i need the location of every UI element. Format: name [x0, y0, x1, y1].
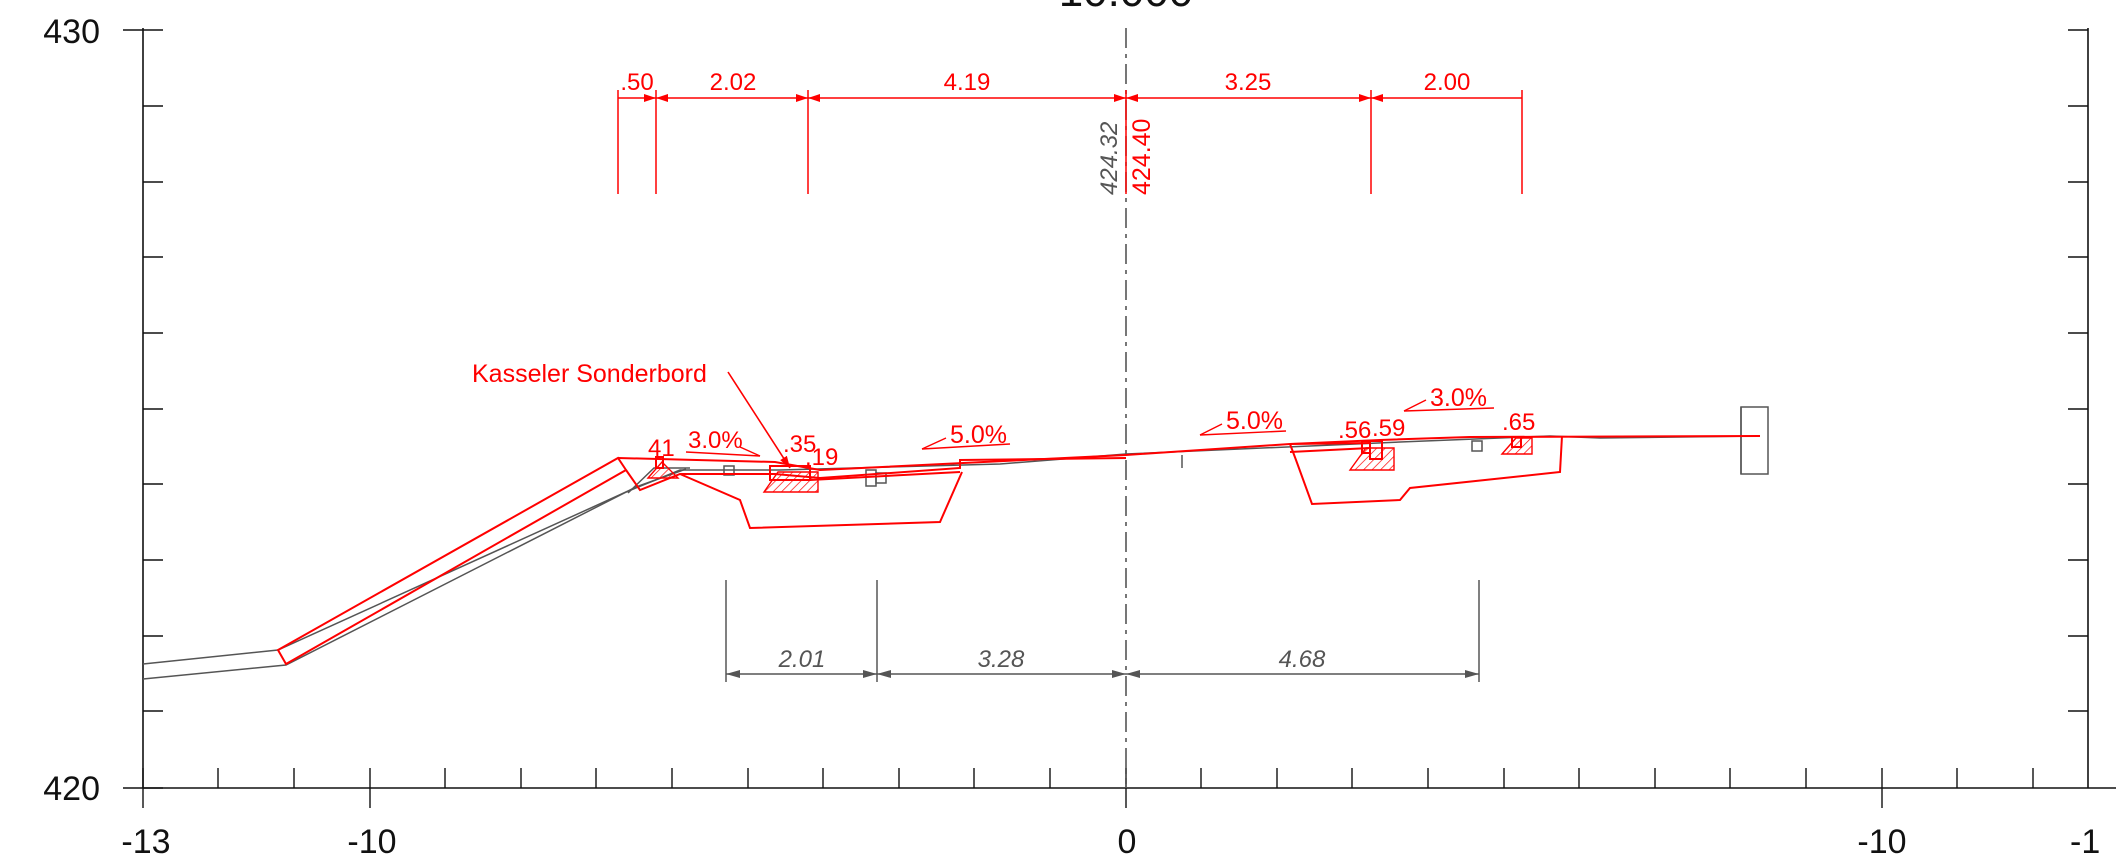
hatched-curbs	[646, 437, 1533, 493]
dim-label-4-19: 4.19	[944, 69, 991, 96]
callout-label: Kasseler Sonderbord	[472, 360, 707, 388]
label-41: 41	[648, 435, 675, 462]
dim-label-2-00: 2.00	[1424, 69, 1471, 96]
callout-leader	[727, 371, 791, 469]
right-slope-underline	[1403, 407, 1495, 412]
slope-left-arrow	[921, 437, 947, 450]
x-label-0: 0	[1118, 823, 1137, 859]
slope-right-arrow	[1199, 423, 1223, 436]
left-slope-arrow	[739, 446, 761, 457]
bottom-axis-ticks	[142, 768, 2034, 808]
dim-label-2-02: 2.02	[710, 69, 757, 96]
existing-dim-2-01: 2.01	[778, 646, 826, 673]
right-axis-ticks	[2068, 29, 2088, 712]
existing-dim-3-28: 3.28	[978, 646, 1025, 673]
elevation-existing: 424.32	[1096, 122, 1123, 195]
frame	[142, 28, 2116, 789]
label-65: .65	[1502, 409, 1535, 436]
y-label-420: 420	[43, 770, 100, 808]
design-section	[276, 435, 1761, 666]
elevation-design: 424.40	[1128, 119, 1156, 195]
dim-label-3-25: 3.25	[1225, 69, 1272, 96]
x-label-minus10: -10	[347, 823, 396, 859]
design-dimension-lines	[617, 90, 1523, 194]
label-right-slope: 3.0%	[1430, 384, 1487, 412]
x-label-right-10: -10	[1857, 823, 1906, 859]
dim-label-0-50: .50	[620, 69, 653, 96]
left-slope-underline	[685, 451, 761, 457]
drawing-title: 10.000	[1059, 0, 1194, 16]
label-35: .35	[783, 431, 816, 458]
label-59: .59	[1372, 415, 1405, 442]
slope-left-underline	[921, 443, 1011, 450]
y-label-430: 430	[43, 13, 100, 51]
label-left-slope: 3.0%	[688, 427, 743, 454]
x-label-minus13: -13	[121, 823, 170, 859]
x-label-right-13: -1	[2070, 823, 2100, 859]
label-56: .56	[1338, 417, 1371, 444]
label-19: .19	[805, 444, 838, 471]
existing-dim-4-68: 4.68	[1279, 646, 1326, 673]
slope-right-underline	[1199, 430, 1287, 436]
right-slope-arrow	[1403, 399, 1427, 412]
label-slope-right-center: 5.0%	[1226, 407, 1283, 435]
existing-dimension-lines	[725, 580, 1480, 682]
